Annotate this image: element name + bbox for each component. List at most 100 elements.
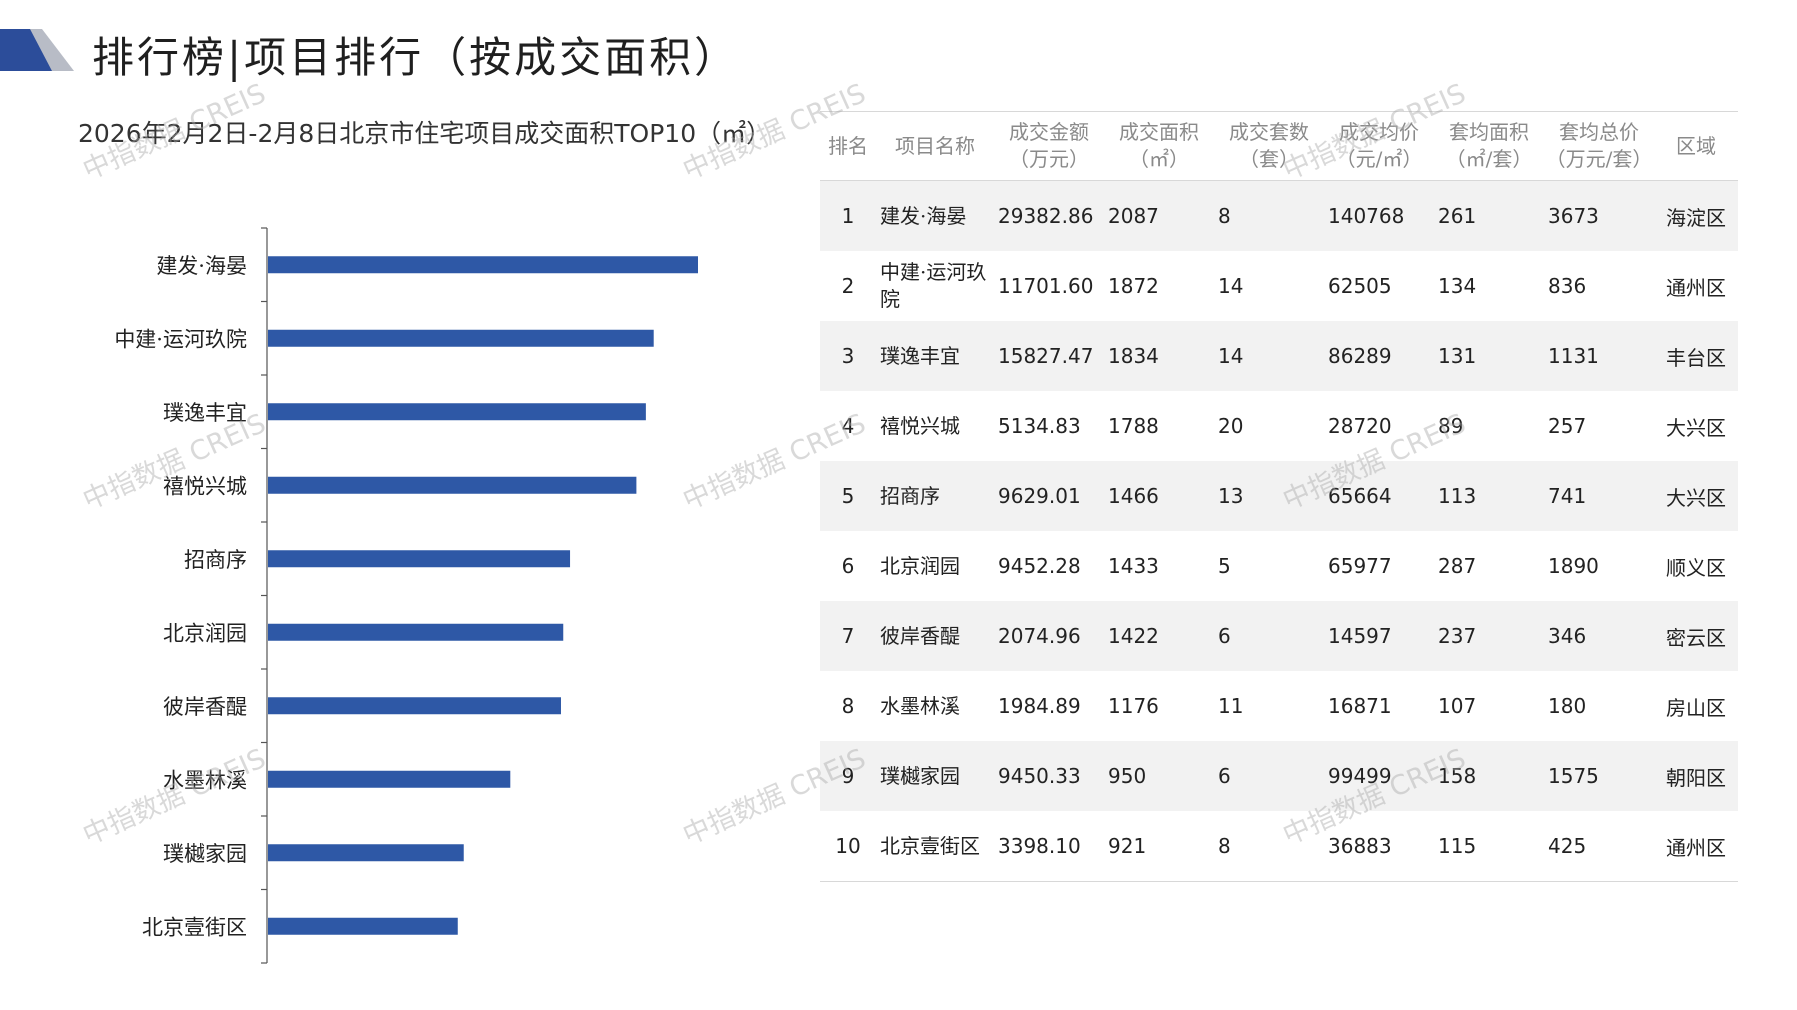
table-row: 1 建发·海晏 29382.86 2087 8 140768 261 3673 海淀区: [820, 180, 1738, 251]
table-cell: 1575: [1544, 741, 1654, 811]
table-cell: 9629.01: [994, 461, 1104, 531]
category-label: 建发·海晏: [156, 254, 247, 278]
table-cell: 5: [820, 461, 876, 531]
table-cell: 房山区: [1666, 695, 1726, 720]
bar: [268, 329, 654, 347]
table-body: 1 建发·海晏 29382.86 2087 8 140768 261 3673 海淀区 2 中建·运…: [820, 180, 1738, 882]
column-header: 成交均价 （元/㎡）: [1324, 111, 1434, 181]
table-cell: 7: [820, 601, 876, 671]
column-header-text: 排名: [828, 133, 868, 158]
table-cell: 65977: [1328, 554, 1392, 578]
table-cell: 2087: [1104, 180, 1214, 251]
column-header: 套均面积 （㎡/套）: [1434, 111, 1544, 181]
category-label: 水墨林溪: [163, 768, 247, 792]
column-header: 区域: [1654, 111, 1738, 181]
column-header: 成交金额 （万元）: [994, 111, 1104, 181]
table-cell: 通州区: [1654, 811, 1738, 882]
table-cell: 海淀区: [1654, 180, 1738, 251]
table-cell: 建发·海晏: [876, 180, 994, 251]
table-cell: 140768: [1324, 180, 1434, 251]
table-cell: 5: [1218, 554, 1231, 578]
bar: [268, 476, 637, 494]
table-cell: 134: [1438, 274, 1477, 298]
table-cell: 257: [1548, 414, 1587, 438]
table-cell: 9452.28: [998, 554, 1081, 578]
category-label: 中建·运河玖院: [114, 327, 247, 351]
table-cell: 璞逸丰宜: [876, 321, 994, 391]
table-row: 8 水墨林溪 1984.89 1176 11 16871 107 180 房山区: [820, 671, 1738, 741]
table-cell: 28720: [1328, 414, 1392, 438]
table-cell: 180: [1548, 694, 1587, 718]
table-cell: 89: [1438, 414, 1464, 438]
column-header-text: 区域: [1676, 133, 1716, 158]
table-cell: 2: [841, 274, 855, 298]
bar: [268, 256, 698, 274]
table-header-row: 排名 项目名称 成交金额 （万元） 成交面积 （㎡） 成交套数 （套） 成交均价 （元/㎡） 套均面…: [820, 111, 1738, 181]
logo-blue-shape: [0, 29, 52, 71]
table-cell: 9450.33: [994, 741, 1104, 811]
column-header: 成交套数 （套）: [1214, 111, 1324, 181]
table-cell: 通州区: [1666, 275, 1726, 300]
table-cell: 朝阳区: [1654, 741, 1738, 811]
column-header-text: （万元）: [1009, 147, 1089, 171]
category-label: 北京润园: [163, 621, 247, 645]
table-cell: 北京润园: [880, 553, 960, 578]
table-row: 5 招商序 9629.01 1466 13 65664 113 741 大兴区: [820, 461, 1738, 531]
table-cell: 287: [1438, 554, 1477, 578]
column-header: 项目名称: [876, 111, 994, 181]
table-cell: 1131: [1544, 321, 1654, 391]
column-header-text: 成交套数: [1229, 120, 1309, 144]
table-cell: 8: [841, 694, 855, 718]
category-label: 北京壹街区: [142, 915, 247, 939]
bar: [268, 623, 564, 641]
column-header-text: 套均面积: [1449, 120, 1529, 144]
table-cell: 1176: [1108, 694, 1159, 718]
table-cell: 107: [1438, 694, 1477, 718]
table-cell: 425: [1544, 811, 1654, 882]
table-cell: 密云区: [1654, 601, 1738, 671]
chart-subtitle: 2026年2月2日-2月8日北京市住宅项目成交面积TOP10（㎡）: [78, 119, 772, 148]
table-cell: 9: [820, 741, 876, 811]
table-cell: 3673: [1544, 180, 1654, 251]
table-row: 9 璞樾家园 9450.33 950 6 99499 158 1575 朝阳区: [820, 741, 1738, 811]
table-cell: 113: [1434, 461, 1544, 531]
table-cell: 836: [1548, 274, 1587, 298]
table-cell: 丰台区: [1654, 321, 1738, 391]
bar: [268, 844, 464, 862]
column-header-text: 成交面积: [1119, 120, 1199, 144]
table-cell: 1834: [1104, 321, 1214, 391]
table-cell: 3: [820, 321, 876, 391]
table-cell: 水墨林溪: [880, 693, 960, 718]
table-cell: 11: [1218, 694, 1244, 718]
table-cell: 彼岸香醍: [876, 601, 994, 671]
column-header-text: （㎡）: [1129, 147, 1189, 171]
table-cell: 招商序: [876, 461, 994, 531]
table-row: 4 禧悦兴城 5134.83 1788 20 28720 89 257 大兴区: [820, 391, 1738, 461]
page-title: 排行榜|项目排行（按成交面积）: [92, 33, 740, 82]
column-header: 成交面积 （㎡）: [1104, 111, 1214, 181]
logo-mark: [0, 29, 74, 71]
table-cell: 1872: [1108, 274, 1159, 298]
column-header-text: 成交金额: [1009, 120, 1089, 144]
table-cell: 大兴区: [1666, 415, 1726, 440]
table-cell: 8: [1214, 180, 1324, 251]
table-cell: 北京壹街区: [876, 811, 994, 882]
table-cell: 261: [1434, 180, 1544, 251]
table-cell: 950: [1104, 741, 1214, 811]
table-cell: 65664: [1324, 461, 1434, 531]
table-cell: 29382.86: [994, 180, 1104, 251]
table-cell: 115: [1434, 811, 1544, 882]
column-header-text: （万元/套）: [1545, 147, 1653, 171]
column-header: 排名: [820, 111, 876, 181]
column-header-text: 套均总价: [1559, 120, 1639, 144]
table-row: 3 璞逸丰宜 15827.47 1834 14 86289 131 1131 丰台区: [820, 321, 1738, 391]
table-cell: 3398.10: [994, 811, 1104, 882]
table-cell: 158: [1434, 741, 1544, 811]
table-cell: 1: [820, 180, 876, 251]
table-cell: 1422: [1104, 601, 1214, 671]
table-cell: 6: [1214, 601, 1324, 671]
table-cell: 1890: [1548, 554, 1599, 578]
column-header-text: 项目名称: [895, 133, 975, 158]
table-cell: 2074.96: [994, 601, 1104, 671]
